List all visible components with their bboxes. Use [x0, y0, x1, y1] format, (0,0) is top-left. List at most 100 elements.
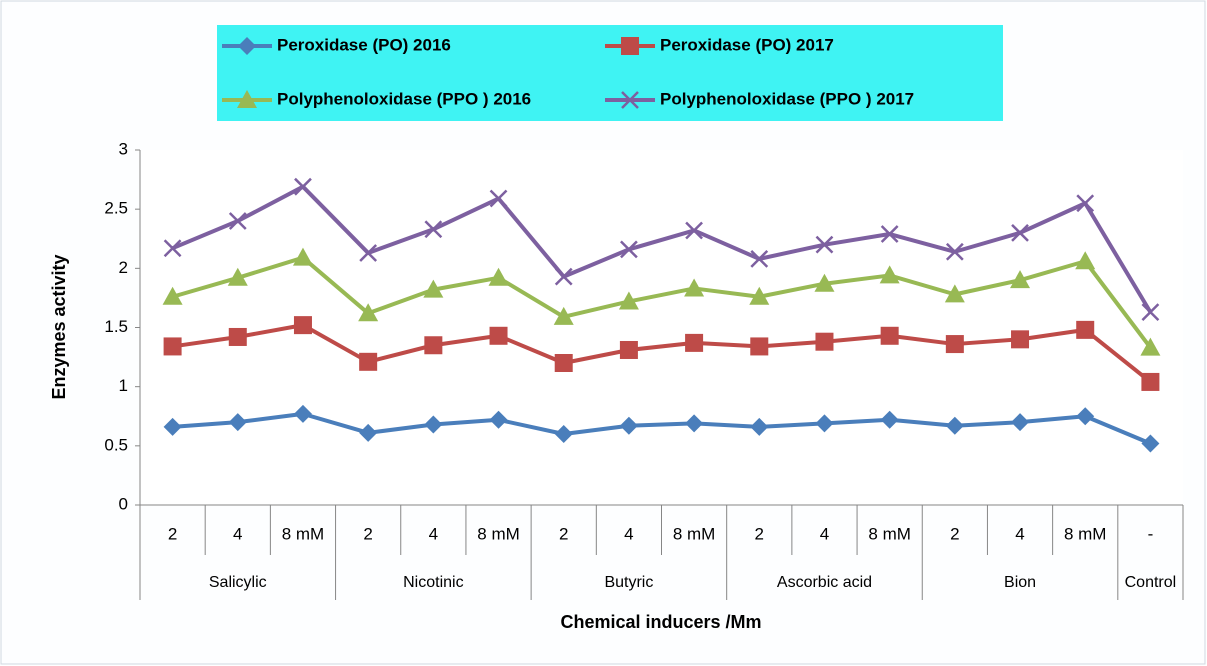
point	[1141, 303, 1160, 322]
y-tick-label: 2.5	[104, 199, 128, 218]
point	[1141, 372, 1160, 391]
point	[1076, 194, 1095, 213]
point	[228, 413, 247, 432]
x-tick-label: 2	[559, 524, 568, 543]
x-tick-label: 2	[363, 524, 372, 543]
point	[553, 306, 574, 325]
point	[685, 221, 703, 240]
legend-marker	[621, 37, 639, 55]
point	[749, 286, 770, 305]
x-tick-label: 4	[233, 524, 242, 543]
legend-label: Polyphenoloxidase (PPO ) 2016	[277, 89, 531, 108]
point	[619, 416, 638, 435]
x-tick-label: 8 mM	[673, 524, 716, 543]
point	[945, 242, 964, 261]
point	[945, 335, 964, 354]
point	[815, 235, 834, 254]
point	[163, 417, 182, 436]
point	[1140, 337, 1161, 356]
point	[880, 410, 899, 429]
point	[163, 337, 182, 356]
point	[424, 336, 443, 355]
point	[488, 267, 509, 286]
series-line	[171, 184, 1153, 314]
point	[163, 239, 182, 258]
point	[879, 265, 900, 284]
group-label: Salicylic	[209, 574, 267, 591]
point	[750, 249, 769, 268]
group-label: Ascorbic acid	[777, 574, 872, 591]
series-line	[172, 411, 1152, 446]
y-tick-label: 3	[119, 139, 128, 158]
x-tick-label: 4	[820, 524, 829, 543]
x-tick-label: 2	[168, 524, 177, 543]
y-tick-label: 1	[119, 376, 128, 395]
point	[750, 337, 769, 356]
group-label: Nicotinic	[403, 574, 463, 591]
x-tick-label: 2	[755, 524, 764, 543]
point	[880, 225, 899, 243]
point	[1010, 270, 1031, 289]
point	[293, 404, 312, 423]
point	[489, 410, 508, 429]
point	[162, 286, 183, 305]
point	[1075, 251, 1096, 270]
y-tick-label: 2	[119, 258, 128, 277]
point	[815, 414, 834, 433]
point	[1141, 434, 1160, 453]
x-tick-label: 8 mM	[1064, 524, 1107, 543]
point	[359, 352, 378, 371]
point	[293, 316, 312, 335]
point	[489, 326, 508, 345]
x-tick-label: 4	[1015, 524, 1024, 543]
x-tick-label: 4	[624, 524, 633, 543]
point	[944, 284, 965, 303]
point	[684, 278, 705, 297]
point	[359, 423, 378, 442]
point	[620, 240, 638, 259]
point	[618, 291, 639, 310]
legend-label: Peroxidase (PO) 2016	[277, 35, 451, 54]
point	[489, 189, 508, 208]
point	[294, 177, 312, 196]
legend-marker	[237, 90, 257, 108]
legend	[217, 25, 1003, 121]
point	[228, 327, 247, 346]
x-tick-label: 4	[429, 524, 438, 543]
legend-label: Polyphenoloxidase (PPO ) 2017	[660, 89, 914, 108]
point	[424, 220, 443, 239]
point	[424, 415, 443, 434]
point	[685, 333, 704, 352]
group-label: Butyric	[604, 574, 653, 591]
x-tick-label: 8 mM	[282, 524, 325, 543]
point	[554, 267, 573, 286]
point	[1076, 320, 1095, 339]
point	[1011, 223, 1029, 242]
x-axis-title: Chemical inducers /Mm	[560, 612, 761, 632]
y-tick-label: 0.5	[104, 435, 128, 454]
point	[292, 247, 313, 266]
legend-marker	[238, 37, 256, 55]
plot-area	[140, 150, 1183, 505]
point	[227, 267, 248, 286]
legend-marker	[621, 91, 639, 109]
y-axis-title: Enzymes activity	[49, 254, 69, 399]
group-label: Bion	[1004, 574, 1036, 591]
point	[1011, 330, 1030, 349]
point	[1011, 413, 1030, 432]
series-line	[172, 255, 1153, 349]
legend-label: Peroxidase (PO) 2017	[660, 35, 834, 54]
x-tick-label: -	[1148, 524, 1154, 543]
point	[945, 416, 964, 435]
x-tick-label: 8 mM	[477, 524, 520, 543]
x-tick-label: 2	[950, 524, 959, 543]
group-label: Control	[1125, 574, 1177, 591]
point	[750, 417, 769, 436]
point	[228, 212, 247, 230]
y-tick-label: 1.5	[104, 317, 128, 336]
x-tick-label: 8 mM	[868, 524, 911, 543]
point	[358, 303, 379, 322]
y-tick-label: 0	[119, 494, 128, 513]
point	[685, 414, 704, 433]
